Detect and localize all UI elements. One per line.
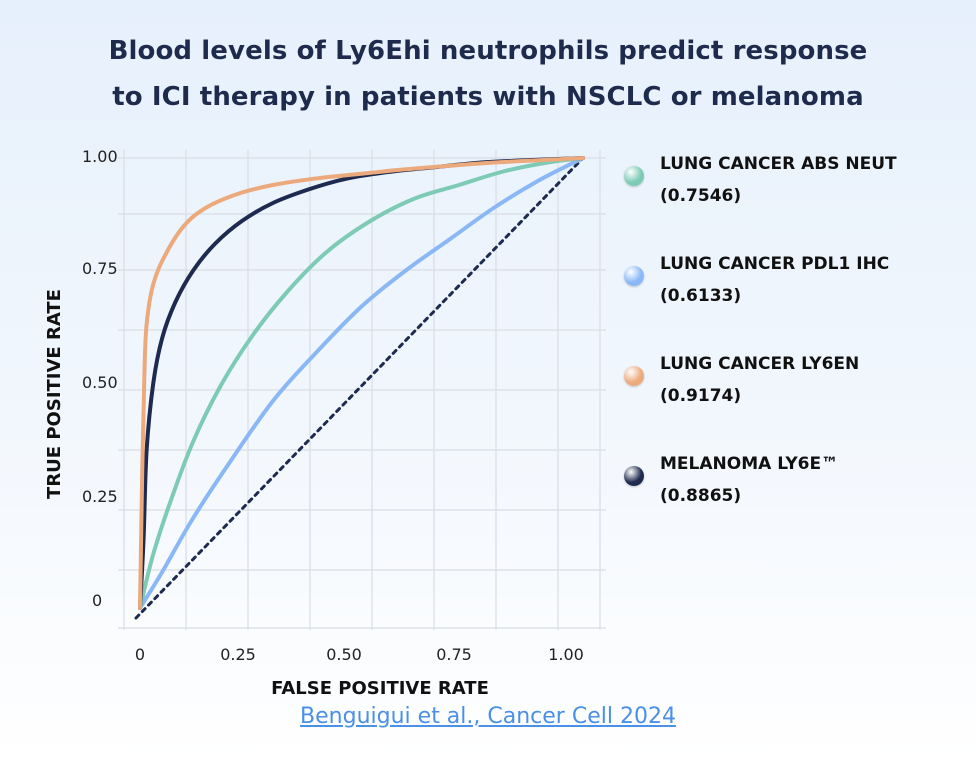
title-line-1: Blood levels of Ly6Ehi neutrophils predi…: [108, 36, 868, 66]
x-tick-label: 0.25: [220, 645, 256, 664]
x-tick-label: 0: [135, 645, 145, 664]
y-axis-label: TRUE POSITIVE RATE: [44, 289, 65, 499]
x-tick-label: 1.00: [548, 645, 584, 664]
chart-title: Blood levels of Ly6Ehi neutrophils predi…: [0, 28, 976, 120]
y-tick-label: 0.50: [82, 373, 118, 392]
x-axis-label: FALSE POSITIVE RATE: [271, 678, 489, 699]
legend-auc: (0.6133): [660, 286, 742, 306]
y-tick-label: 0: [92, 591, 102, 610]
legend-label: LUNG CANCER ABS NEUT: [660, 154, 897, 174]
legend-label: MELANOMA LY6E™: [660, 454, 839, 474]
blue-circle-icon: [624, 266, 644, 286]
curve-abs-neut: [138, 156, 585, 610]
legend-label: LUNG CANCER LY6EN: [660, 354, 860, 374]
legend-item-abs-neut: LUNG CANCER ABS NEUT (0.7546): [620, 148, 970, 248]
orange-circle-icon: [624, 366, 644, 386]
legend-auc: (0.7546): [660, 186, 742, 206]
legend-auc: (0.8865): [660, 486, 742, 506]
diagonal-reference-line: [134, 156, 585, 620]
curve-ly6en: [138, 156, 585, 610]
green-circle-icon: [624, 166, 644, 186]
y-tick-label: 0.75: [82, 259, 118, 278]
title-line-2: to ICI therapy in patients with NSCLC or…: [112, 82, 864, 112]
legend-label: LUNG CANCER PDL1 IHC: [660, 254, 890, 274]
curve-pdl1-ihc: [138, 156, 585, 610]
x-tick-label: 0.75: [436, 645, 472, 664]
y-tick-label: 1.00: [82, 147, 118, 166]
legend-auc: (0.9174): [660, 386, 742, 406]
x-tick-label: 0.50: [326, 645, 362, 664]
legend: LUNG CANCER ABS NEUT (0.7546) LUNG CANCE…: [620, 148, 970, 548]
legend-item-melanoma: MELANOMA LY6E™ (0.8865): [620, 448, 970, 548]
navy-circle-icon: [624, 466, 644, 486]
citation-link[interactable]: Benguigui et al., Cancer Cell 2024: [300, 704, 676, 729]
legend-item-ly6en: LUNG CANCER LY6EN (0.9174): [620, 348, 970, 448]
y-tick-label: 0.25: [82, 487, 118, 506]
legend-item-pdl1: LUNG CANCER PDL1 IHC (0.6133): [620, 248, 970, 348]
